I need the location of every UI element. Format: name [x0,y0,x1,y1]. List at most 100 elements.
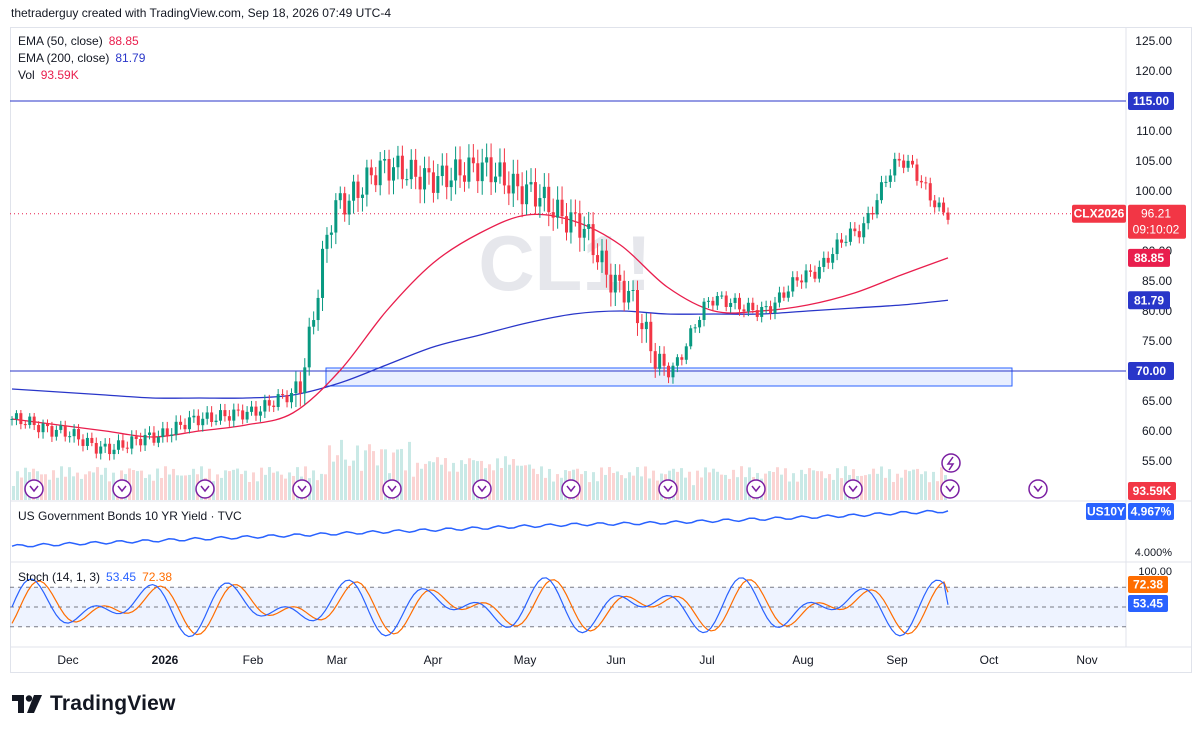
dividend-event-icon[interactable] [292,479,312,499]
dividend-event-icon[interactable] [940,479,960,499]
legend-us10y[interactable]: US Government Bonds 10 YR Yield · TVC [18,509,242,523]
candle-body [622,280,626,303]
dividend-event-icon[interactable] [746,479,766,499]
chevron-down-icon [387,485,397,493]
volume-bar [588,482,591,500]
volume-bar [60,466,63,500]
candle-body [822,257,826,267]
candle-body [179,421,183,425]
candle-body [840,239,844,243]
tradingview-logo-icon [12,695,42,713]
candle-body [125,447,129,449]
dividend-event-icon[interactable] [472,479,492,499]
volume-bar [840,478,843,500]
dividend-event-icon[interactable] [1028,479,1048,499]
price-tick-label: 125.00 [1135,34,1172,48]
stoch-d-badge: 72.38 [1133,578,1163,592]
candle-body [658,353,662,369]
candle-body [804,270,808,283]
axis-badges: 115.00 70.00 CLX2026 96.21 09:10:02 88.85 81.7… [1072,92,1186,612]
volume-bar [744,477,747,500]
volume-bar [428,461,431,500]
volume-bar [620,475,623,500]
volume-bar [228,471,231,500]
dividend-event-icon[interactable] [24,479,44,499]
candle-body [423,168,427,190]
volume-bar [704,467,707,500]
volume-bar [904,469,907,500]
candle-body [879,182,883,201]
dividend-event-icon[interactable] [561,479,581,499]
volume-bar [656,480,659,500]
candle-body [853,228,857,232]
candle-body [321,248,325,298]
volume-bar [400,448,403,500]
candle-body [516,173,520,187]
candle-body [511,173,515,194]
volume-bar [64,476,67,500]
horizontal-levels[interactable] [10,100,1126,372]
volume-bar [652,470,655,500]
time-tick-label: Nov [1076,653,1097,667]
volume-bar [136,471,139,500]
dividend-event-icon[interactable] [382,479,402,499]
dividend-event-icon[interactable] [195,479,215,499]
candle-body [542,186,546,199]
volume-bar [724,474,727,500]
candle-body [720,295,724,297]
candle-body [174,421,178,435]
stoch-label: Stoch (14, 1, 3) [18,570,101,584]
dividend-event-icon[interactable] [658,479,678,499]
event-markers[interactable] [24,453,1048,499]
volume-bar [316,480,319,500]
stoch-k-badge-bg [1128,595,1168,612]
legend-ema50[interactable]: EMA (50, close) 88.85 [18,34,139,48]
volume-bar [268,467,271,500]
dividend-event-icon[interactable] [843,479,863,499]
dividend-event-icon[interactable] [112,479,132,499]
volume-bar [512,459,515,500]
volume-bar [816,471,819,500]
volume-bar [436,457,439,500]
volume-bar [516,465,519,500]
legend-vol[interactable]: Vol 93.59K [18,68,79,82]
candle-body [675,357,679,366]
candle-body [134,436,138,439]
volume-bar [288,472,291,500]
volume-bar [184,475,187,500]
candle-body [192,415,196,418]
candle-body [906,160,910,168]
volume-bar [416,462,419,500]
volume-bar [616,471,619,500]
candle-body [28,416,32,425]
legend-stoch[interactable]: Stoch (14, 1, 3) 53.45 72.38 [18,570,172,584]
volume-bar [820,471,823,500]
candle-body [112,449,116,455]
volume-bar [280,474,283,500]
last-price-value: 96.21 [1141,207,1171,221]
volume-bar [176,475,179,500]
volume-bar [156,468,159,500]
volume-bar [264,474,267,500]
candle-body [121,440,125,448]
volume-bar [928,482,931,500]
candle-body [316,297,320,321]
volume-bar [824,478,827,500]
candle-body [409,159,413,180]
volume-bar [24,467,27,500]
volume-bar [680,468,683,500]
volume-bar [628,472,631,500]
volume-bar [384,449,387,500]
volume-bar [804,474,807,500]
volume-bar [792,473,795,500]
flash-event-icon[interactable] [941,453,961,473]
legend-ema200[interactable]: EMA (200, close) 81.79 [18,51,145,65]
candle-body [502,162,506,186]
candle-body [289,393,293,403]
candle-body [356,181,360,198]
volume-bar [796,481,799,500]
tradingview-logo[interactable]: TradingView [12,692,176,716]
volume-bar [500,468,503,500]
candle-body [746,302,750,312]
